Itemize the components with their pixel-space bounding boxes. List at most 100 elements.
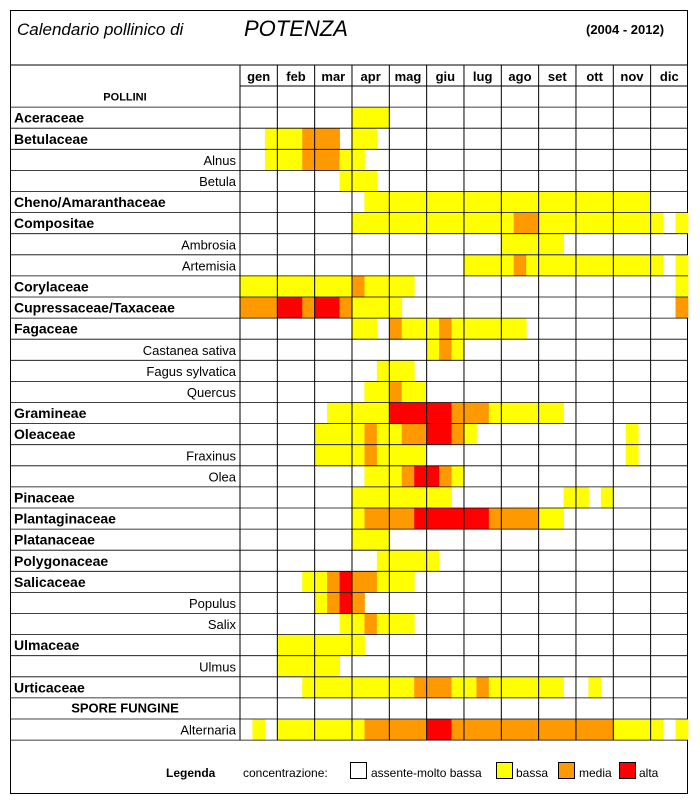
heatmap-cell [451, 402, 465, 424]
heatmap-cell [389, 508, 403, 530]
heatmap-cell [327, 402, 340, 424]
heatmap-cell [339, 275, 353, 298]
heatmap-cell [414, 465, 428, 488]
heatmap-cell [526, 402, 540, 424]
heatmap-cell [488, 402, 502, 424]
heatmap-cell [513, 233, 527, 256]
heatmap-cell [389, 571, 403, 593]
heatmap-cell [339, 676, 353, 699]
heatmap-cell [414, 676, 428, 699]
heatmap-cell [339, 444, 353, 467]
heatmap-cell [538, 191, 552, 213]
heatmap-cell [526, 676, 540, 699]
heatmap-cell [339, 402, 353, 424]
heatmap-cell [314, 676, 328, 699]
heatmap-cell [439, 191, 452, 213]
month-label: ott [586, 69, 603, 84]
heatmap-cell [376, 212, 390, 234]
heatmap-cell [638, 191, 652, 213]
heatmap-cell [600, 212, 614, 234]
genus-label: Alternaria [180, 723, 236, 738]
heatmap-cell [351, 170, 365, 192]
heatmap-cell [252, 275, 266, 298]
family-label: Gramineae [14, 405, 87, 421]
month-label: nov [620, 69, 644, 84]
heatmap-cell [351, 423, 365, 445]
heatmap-cell [600, 486, 614, 509]
legend-label-low: bassa [516, 766, 549, 780]
heatmap-cell [327, 275, 340, 298]
heatmap-cell [314, 571, 328, 593]
heatmap-cell [538, 508, 552, 530]
heatmap-cell [513, 676, 527, 699]
heatmap-cell [613, 191, 627, 213]
heatmap-cell [302, 676, 316, 699]
month-label: mar [321, 69, 345, 84]
heatmap-cell [476, 212, 490, 234]
heatmap-cell [401, 191, 415, 213]
heatmap-cell [426, 550, 440, 572]
heatmap-cell [426, 719, 440, 741]
heatmap-cell [439, 423, 452, 445]
genus-label: Fagus sylvatica [146, 364, 236, 379]
heatmap-cell [314, 128, 328, 150]
heatmap-cell [302, 634, 316, 656]
heatmap-cell [513, 402, 527, 424]
heatmap-cell [638, 719, 652, 741]
heatmap-cell [526, 254, 540, 277]
heatmap-cell [476, 191, 490, 213]
section-heading: POLLINI [103, 92, 146, 104]
heatmap-cell [463, 508, 477, 530]
heatmap-cell [538, 402, 552, 424]
heatmap-cell [625, 254, 639, 277]
heatmap-cell [463, 318, 477, 340]
heatmap-cell [376, 465, 390, 488]
legend-swatch-low [496, 762, 513, 779]
heatmap-cell [563, 254, 577, 277]
family-label: Ulmaceae [14, 637, 80, 653]
heatmap-cell [376, 571, 390, 593]
heatmap-cell [538, 212, 552, 234]
heatmap-cell [439, 318, 452, 340]
city-name: POTENZA [244, 16, 348, 41]
heatmap-cell [364, 297, 378, 319]
heatmap-cell [364, 212, 378, 234]
heatmap-cell [302, 149, 316, 171]
heatmap-cell [302, 128, 316, 150]
heatmap-cell [351, 592, 365, 614]
heatmap-cell [401, 381, 415, 403]
heatmap-cell [476, 402, 490, 424]
heatmap-cell [426, 191, 440, 213]
heatmap-cell [625, 423, 639, 445]
heatmap-cell [327, 719, 340, 741]
heatmap-cell [302, 275, 316, 298]
heatmap-cell [588, 719, 602, 741]
heatmap-cell [426, 486, 440, 509]
heatmap-cell [401, 423, 415, 445]
heatmap-cell [650, 212, 664, 234]
family-label: Aceraceae [14, 110, 84, 126]
heatmap-cell [364, 719, 378, 741]
heatmap-cell [351, 318, 365, 340]
genus-label: Ambrosia [181, 237, 237, 252]
heatmap-cell [376, 719, 390, 741]
heatmap-cell [414, 423, 428, 445]
family-label: Compositae [14, 215, 94, 231]
family-label: Fagaceae [14, 321, 78, 337]
heatmap-cell [264, 128, 278, 150]
heatmap-cell [327, 444, 340, 467]
heatmap-cell [638, 212, 652, 234]
heatmap-cell [675, 297, 689, 319]
genus-label: Castanea sativa [143, 343, 237, 358]
heatmap-cell [364, 191, 378, 213]
heatmap-cell [302, 571, 316, 593]
heatmap-cell [364, 381, 378, 403]
heatmap-cell [376, 529, 390, 551]
genus-label: Olea [209, 469, 237, 484]
heatmap-cell [501, 233, 515, 256]
genus-label: Populus [189, 596, 236, 611]
heatmap-cell [327, 297, 340, 319]
heatmap-cell [302, 297, 316, 319]
month-label: gen [247, 69, 270, 84]
heatmap-cell [501, 719, 515, 741]
